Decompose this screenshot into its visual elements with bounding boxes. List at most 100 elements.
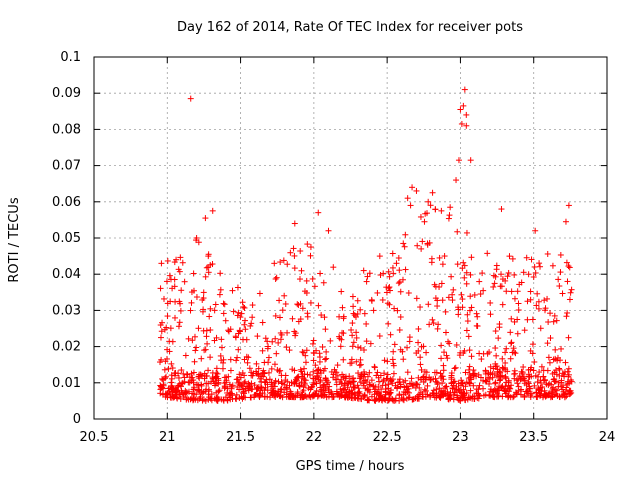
scatter-point	[235, 380, 242, 387]
scatter-point	[214, 370, 221, 377]
scatter-point	[191, 358, 198, 365]
scatter-point	[408, 381, 415, 388]
scatter-point	[468, 254, 475, 261]
scatter-point	[460, 349, 467, 356]
scatter-point	[551, 369, 558, 376]
scatter-point	[336, 313, 343, 320]
scatter-point	[233, 396, 240, 403]
scatter-point	[315, 366, 322, 373]
scatter-point	[272, 312, 279, 319]
scatter-point	[327, 337, 334, 344]
scatter-point	[535, 305, 542, 312]
scatter-point	[394, 385, 401, 392]
scatter-point	[323, 355, 330, 362]
scatter-point	[384, 371, 391, 378]
scatter-point	[408, 375, 415, 382]
scatter-point	[304, 371, 311, 378]
scatter-point	[384, 358, 391, 365]
scatter-point	[158, 356, 165, 363]
scatter-point	[239, 395, 246, 402]
scatter-point	[248, 394, 255, 401]
scatter-point	[309, 393, 316, 400]
scatter-point	[533, 302, 540, 309]
scatter-point	[284, 329, 291, 336]
scatter-point	[198, 382, 205, 389]
scatter-point	[521, 393, 528, 400]
scatter-point	[439, 261, 446, 268]
scatter-point	[195, 382, 202, 389]
scatter-point	[266, 376, 273, 383]
scatter-point	[249, 314, 256, 321]
chart-title: Day 162 of 2014, Rate Of TEC Index for r…	[177, 20, 523, 35]
scatter-point	[420, 373, 427, 380]
scatter-point	[553, 387, 560, 394]
scatter-point	[259, 319, 266, 326]
scatter-point	[421, 218, 428, 225]
scatter-point	[479, 270, 486, 277]
scatter-point	[357, 361, 364, 368]
scatter-point	[391, 305, 398, 312]
scatter-point	[291, 220, 298, 227]
scatter-point	[419, 238, 426, 245]
scatter-point	[288, 379, 295, 386]
scatter-point	[511, 271, 518, 278]
scatter-point	[277, 367, 284, 374]
scatter-point	[181, 278, 188, 285]
scatter-point	[447, 204, 454, 211]
scatter-point	[502, 388, 509, 395]
scatter-point	[291, 380, 298, 387]
scatter-point	[246, 365, 253, 372]
scatter-point	[191, 333, 198, 340]
scatter-point	[353, 358, 360, 365]
scatter-point	[272, 377, 279, 384]
scatter-point	[423, 349, 430, 356]
scatter-point	[484, 350, 491, 357]
scatter-point	[291, 328, 298, 335]
scatter-point	[498, 206, 505, 213]
scatter-point	[427, 392, 434, 399]
scatter-point	[389, 356, 396, 363]
scatter-point	[373, 395, 380, 402]
scatter-point	[502, 374, 509, 381]
scatter-point	[194, 397, 201, 404]
scatter-point	[537, 263, 544, 270]
scatter-point	[298, 267, 305, 274]
scatter-point	[402, 266, 409, 273]
y-tick-label: 0.05	[52, 231, 81, 246]
scatter-point	[484, 250, 491, 257]
scatter-point	[515, 375, 522, 382]
scatter-point	[280, 257, 287, 264]
scatter-point	[505, 379, 512, 386]
scatter-point	[283, 386, 290, 393]
scatter-point	[354, 297, 361, 304]
scatter-point	[230, 308, 237, 315]
scatter-point	[458, 120, 465, 127]
scatter-point	[299, 348, 306, 355]
scatter-point	[463, 269, 470, 276]
scatter-point	[177, 307, 184, 314]
scatter-point	[187, 307, 194, 314]
scatter-point	[421, 386, 428, 393]
scatter-point	[317, 270, 324, 277]
scatter-point	[296, 382, 303, 389]
scatter-point	[361, 368, 368, 375]
scatter-point	[530, 273, 537, 280]
scatter-point	[355, 392, 362, 399]
scatter-point	[510, 345, 517, 352]
scatter-point	[176, 268, 183, 275]
scatter-point	[176, 319, 183, 326]
scatter-point	[241, 321, 248, 328]
scatter-point	[440, 367, 447, 374]
scatter-point	[473, 390, 480, 397]
scatter-point	[514, 288, 521, 295]
scatter-point	[415, 339, 422, 346]
scatter-point	[242, 326, 249, 333]
scatter-point	[301, 376, 308, 383]
scatter-point	[349, 293, 356, 300]
scatter-point	[444, 338, 451, 345]
scatter-point	[537, 325, 544, 332]
scatter-point	[241, 372, 248, 379]
scatter-point	[556, 283, 563, 290]
scatter-point	[527, 366, 534, 373]
scatter-point	[480, 385, 487, 392]
